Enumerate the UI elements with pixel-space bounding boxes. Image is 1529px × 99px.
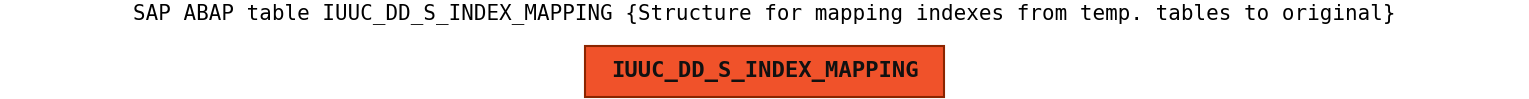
FancyBboxPatch shape <box>584 46 943 97</box>
Text: IUUC_DD_S_INDEX_MAPPING: IUUC_DD_S_INDEX_MAPPING <box>610 61 919 82</box>
Text: SAP ABAP table IUUC_DD_S_INDEX_MAPPING {Structure for mapping indexes from temp.: SAP ABAP table IUUC_DD_S_INDEX_MAPPING {… <box>133 3 1396 24</box>
